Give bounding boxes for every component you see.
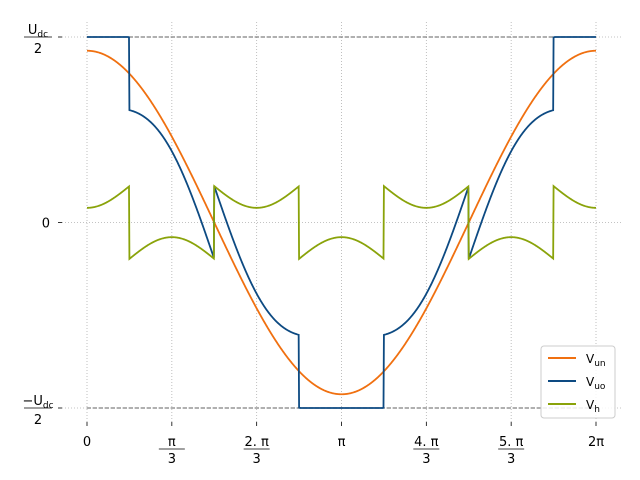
series-lines [86, 36, 597, 409]
x-tick-label: 2. π [244, 435, 269, 450]
x-tick-label-denominator: 3 [168, 452, 176, 467]
x-axis: 0 π 3 2. π 3 π 4. π 3 5. π 3 2π [83, 422, 604, 467]
y-axis: Udc 2 0 −Udc 2 [22, 23, 62, 428]
legend: Vun Vuo Vh [540, 345, 616, 419]
legend-label: Vun [586, 352, 606, 369]
x-tick-label: π [168, 435, 176, 450]
x-tick-label-denominator: 3 [253, 452, 261, 467]
x-tick-label-denominator: 3 [507, 452, 515, 467]
grid [62, 22, 621, 422]
y-tick-label-denominator: 2 [34, 413, 42, 428]
x-tick-label: 4. π [414, 435, 439, 450]
y-tick-label: 0 [42, 217, 50, 232]
x-tick-label: 2π [588, 435, 604, 450]
x-tick-label-denominator: 3 [422, 452, 430, 467]
y-tick-label-denominator: 2 [34, 42, 42, 57]
series-line-vh [86, 184, 597, 261]
series-line-vun [87, 49, 596, 396]
y-tick-label: −Udc [22, 394, 53, 411]
legend-label: Vh [586, 398, 600, 415]
series-line-vuo [87, 36, 596, 409]
legend-label: Vuo [586, 375, 606, 392]
x-tick-label: π [338, 435, 346, 450]
x-tick-label: 5. π [499, 435, 524, 450]
x-tick-label: 0 [83, 435, 91, 450]
y-tick-label: Udc [28, 23, 48, 40]
legend-box [540, 345, 616, 419]
